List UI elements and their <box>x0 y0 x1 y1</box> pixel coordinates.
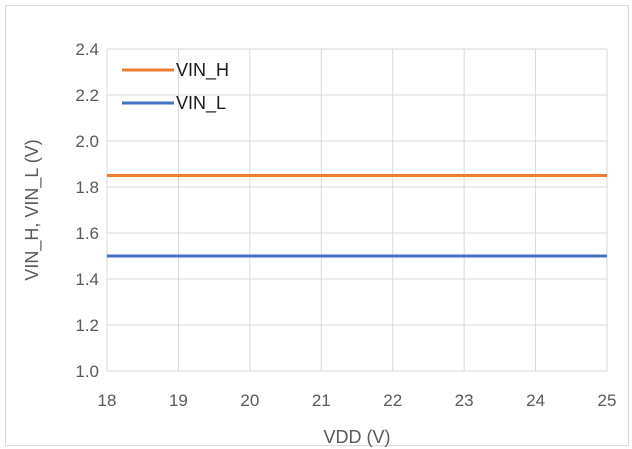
x-tick-label: 20 <box>240 391 259 410</box>
y-tick-label: 1.6 <box>75 224 99 243</box>
x-tick-label: 25 <box>598 391 617 410</box>
y-tick-label: 1.8 <box>75 178 99 197</box>
y-tick-label: 1.4 <box>75 270 99 289</box>
x-tick-label: 22 <box>383 391 402 410</box>
x-tick-label: 19 <box>169 391 188 410</box>
legend-label: VIN_L <box>176 93 226 114</box>
x-tick-label: 21 <box>312 391 331 410</box>
x-axis-title: VDD (V) <box>324 427 391 447</box>
y-tick-label: 2.0 <box>75 132 99 151</box>
series-lines <box>107 174 607 258</box>
y-tick-label: 1.0 <box>75 362 99 381</box>
gridlines <box>106 48 608 372</box>
x-tick-labels: 18 19 20 21 22 23 24 25 <box>98 391 617 410</box>
y-tick-label: 2.2 <box>75 86 99 105</box>
x-tick-label: 24 <box>526 391 545 410</box>
y-tick-labels: 1.0 1.2 1.4 1.6 1.8 2.0 2.2 2.4 <box>75 40 99 381</box>
y-tick-label: 1.2 <box>75 316 99 335</box>
chart-frame <box>5 5 629 446</box>
x-tick-label: 18 <box>98 391 117 410</box>
legend: VIN_H VIN_L <box>122 60 229 114</box>
y-tick-label: 2.4 <box>75 40 99 59</box>
legend-label: VIN_H <box>176 60 229 81</box>
x-tick-label: 23 <box>455 391 474 410</box>
y-axis-title: VIN_H, VIN_L (V) <box>22 139 43 280</box>
